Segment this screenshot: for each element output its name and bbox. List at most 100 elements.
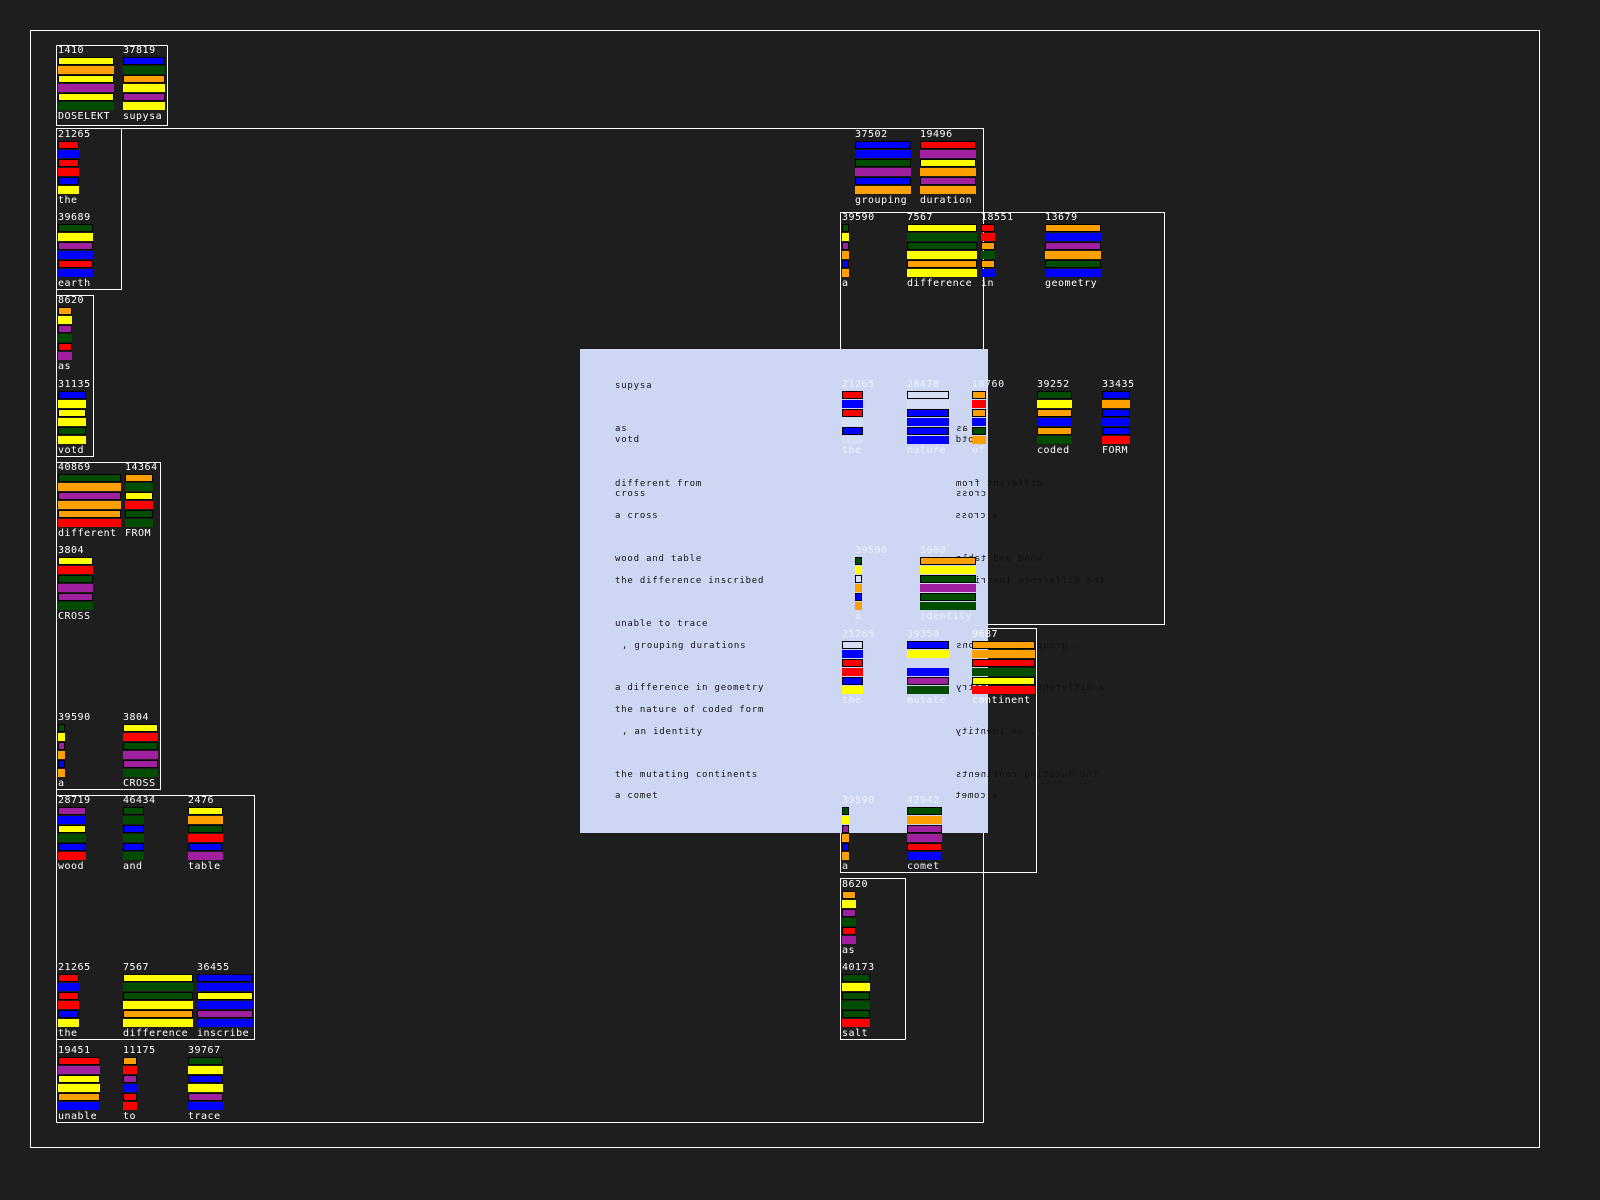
- panel-line: a difference in geometry: [615, 683, 765, 693]
- block-value: 18551: [981, 212, 1014, 223]
- block-value: 40173: [842, 962, 875, 973]
- block-bar: [920, 168, 976, 176]
- block-bar: [58, 84, 114, 92]
- block-bar: [907, 233, 977, 241]
- block-bar: [58, 66, 114, 74]
- block-label: as: [842, 945, 856, 956]
- block-bar: [855, 177, 911, 185]
- block-value: 39590: [842, 212, 875, 223]
- block-bar: [842, 242, 849, 250]
- block-bar: [188, 807, 223, 815]
- block-bar: [842, 974, 870, 982]
- block-bar: [58, 418, 86, 426]
- block-bar: [58, 325, 72, 333]
- block-bar: [188, 1066, 223, 1074]
- block-bar: [842, 900, 856, 908]
- block-label: and: [123, 861, 143, 872]
- block-bar: [920, 186, 976, 194]
- block-bar: [842, 816, 849, 824]
- block-bar: [123, 66, 165, 74]
- panel-line: wood and table: [615, 554, 703, 564]
- block-bar: [58, 159, 79, 167]
- block-bar: [907, 251, 977, 259]
- block-bar: [58, 57, 114, 65]
- block-label: comet: [907, 861, 940, 872]
- block-bar: [58, 1102, 100, 1110]
- frame-box: [56, 295, 94, 457]
- block-bar: [58, 852, 86, 860]
- panel-line-mirrored: cross: [955, 489, 987, 499]
- block-bar: [842, 427, 863, 435]
- block-bar: [842, 825, 849, 833]
- block-bar: [920, 575, 976, 583]
- block-bar: [58, 307, 72, 315]
- block-bar: [58, 769, 65, 777]
- block-bar: [981, 224, 995, 232]
- block-bar: [842, 260, 849, 268]
- block-bar: [58, 1093, 100, 1101]
- panel-line: different from: [615, 479, 703, 489]
- block-bar: [842, 224, 849, 232]
- block-bar: [58, 242, 93, 250]
- block-bar: [855, 186, 911, 194]
- block-bar: [123, 1066, 137, 1074]
- block-label: as: [58, 361, 72, 372]
- block-value: 19496: [920, 129, 953, 140]
- block-label: a: [855, 611, 862, 622]
- block-label: a: [842, 278, 849, 289]
- block-bar: [842, 909, 856, 917]
- block-bar: [907, 436, 949, 444]
- block-value: 11175: [123, 1045, 156, 1056]
- block-bar: [1037, 409, 1072, 417]
- block-bar: [58, 501, 121, 509]
- block-value: 5600: [920, 545, 947, 556]
- block-bar: [972, 427, 986, 435]
- block-bar: [920, 141, 976, 149]
- block-bar: [842, 641, 863, 649]
- block-value: 37819: [123, 45, 156, 56]
- block-value: 7567: [907, 212, 934, 223]
- block-value: 36455: [197, 962, 230, 973]
- block-bar: [842, 650, 863, 658]
- block-label: mutate: [907, 695, 947, 706]
- block-value: 39590: [58, 712, 91, 723]
- block-bar: [855, 141, 911, 149]
- block-label: inscribe: [197, 1028, 250, 1039]
- block-bar: [842, 852, 849, 860]
- block-bar: [907, 816, 942, 824]
- block-bar: [855, 159, 911, 167]
- block-bar: [920, 602, 976, 610]
- block-bar: [58, 566, 93, 574]
- block-value: 8620: [58, 295, 85, 306]
- block-bar: [1102, 427, 1130, 435]
- block-bar: [123, 807, 144, 815]
- block-value: 39252: [1037, 379, 1070, 390]
- block-bar: [907, 825, 942, 833]
- block-bar: [842, 233, 849, 241]
- block-bar: [125, 501, 153, 509]
- block-bar: [58, 834, 86, 842]
- block-label: earth: [58, 278, 91, 289]
- block-bar: [855, 168, 911, 176]
- block-label: DOSELEKT: [58, 111, 111, 122]
- block-bar: [972, 400, 986, 408]
- block-label: geometry: [1045, 278, 1098, 289]
- block-bar: [58, 75, 114, 83]
- block-value: 39689: [58, 212, 91, 223]
- block-bar: [58, 724, 65, 732]
- block-bar: [188, 1102, 223, 1110]
- block-bar: [58, 1066, 100, 1074]
- block-bar: [58, 510, 121, 518]
- block-bar: [842, 1010, 870, 1018]
- block-bar: [855, 575, 862, 583]
- block-bar: [907, 427, 949, 435]
- block-value: 14364: [125, 462, 158, 473]
- block-bar: [58, 224, 93, 232]
- panel-line: a comet: [615, 791, 659, 801]
- block-label: a: [842, 861, 849, 872]
- block-bar: [972, 641, 1035, 649]
- block-bar: [855, 602, 862, 610]
- block-label: the: [842, 445, 862, 456]
- block-bar: [58, 483, 121, 491]
- block-bar: [842, 677, 863, 685]
